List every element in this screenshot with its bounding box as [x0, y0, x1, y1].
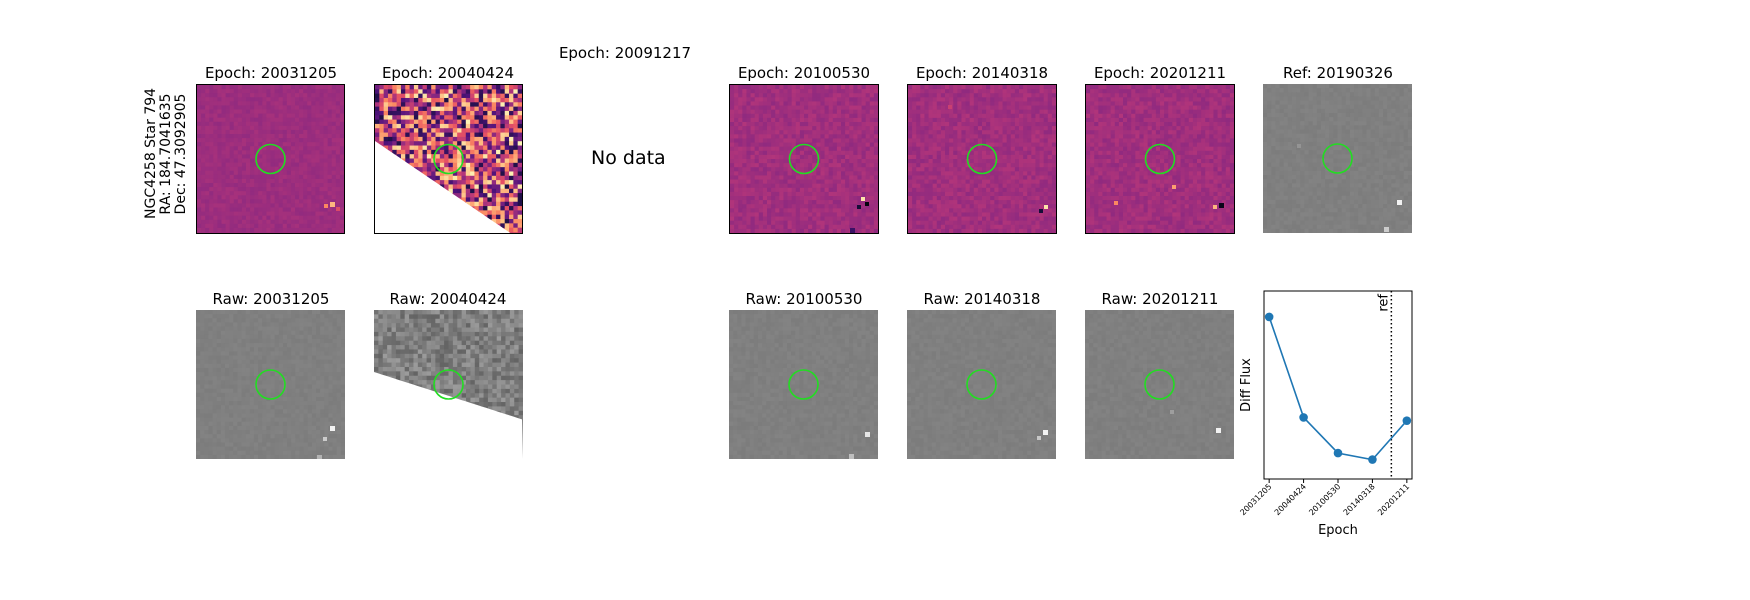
x-tick-label: 20100530	[1307, 482, 1342, 517]
diff-title-5: Epoch: 20140318	[915, 64, 1049, 82]
data-point-20031205	[1264, 312, 1274, 322]
diff-image-20031205	[196, 84, 345, 234]
no-data-label: No data	[591, 147, 666, 169]
ref-line-label: ref	[1376, 294, 1391, 312]
diff-title-6: Epoch: 20201211	[1093, 64, 1227, 82]
diff-title-2: Epoch: 20040424	[381, 64, 515, 82]
raw-image-20140318	[907, 310, 1056, 459]
raw-image-20201211	[1085, 310, 1234, 459]
diff-title-1: Epoch: 20031205	[204, 64, 338, 82]
raw-title-1: Raw: 20031205	[212, 290, 330, 308]
data-point-20201211	[1402, 416, 1412, 425]
x-axis-label: Epoch	[1318, 523, 1358, 538]
data-point-20040424	[1299, 413, 1308, 422]
y-axis-label: Diff Flux	[1239, 358, 1254, 412]
x-tick-label: 20040424	[1273, 482, 1308, 517]
raw-title-4: Raw: 20140318	[923, 290, 1041, 308]
raw-image-20040424	[374, 310, 523, 459]
diff-image-20140318	[907, 84, 1057, 234]
diff-title-3: Epoch: 20091217	[558, 44, 692, 62]
data-point-20140318	[1368, 455, 1377, 464]
series-line	[1268, 316, 1408, 461]
raw-title-5: Raw: 20201211	[1101, 290, 1219, 308]
data-point-20100530	[1333, 448, 1343, 458]
raw-title-3: Raw: 20100530	[745, 290, 863, 308]
x-tick-label: 20031205	[1238, 482, 1273, 517]
raw-title-2: Raw: 20040424	[389, 290, 507, 308]
x-tick-label: 20201211	[1376, 482, 1411, 517]
raw-image-20031205	[196, 310, 345, 459]
x-tick-label: 20140318	[1342, 482, 1377, 517]
diff-title-4: Epoch: 20100530	[737, 64, 871, 82]
raw-image-20100530	[729, 310, 878, 459]
ref-title: Ref: 20190326	[1283, 64, 1393, 82]
diff-image-20100530	[729, 84, 879, 234]
ref-image-20190326	[1263, 84, 1412, 233]
diff-image-20201211	[1085, 84, 1235, 234]
diff-image-20040424	[374, 84, 523, 234]
